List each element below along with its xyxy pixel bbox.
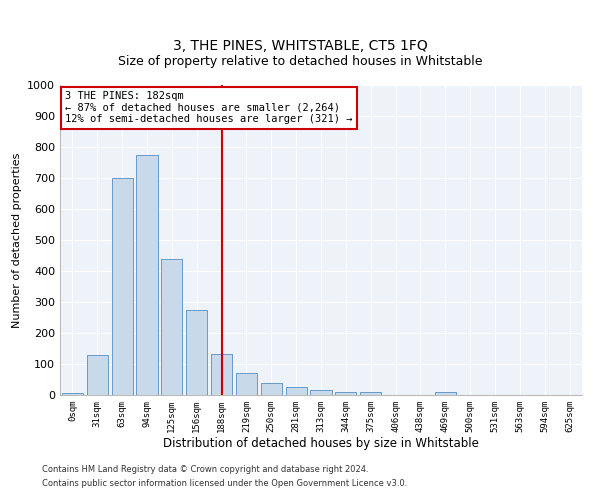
Y-axis label: Number of detached properties: Number of detached properties bbox=[11, 152, 22, 328]
Bar bbox=[211, 354, 232, 395]
Bar bbox=[112, 178, 133, 395]
Bar bbox=[360, 392, 381, 395]
Bar bbox=[161, 259, 182, 395]
Text: Contains public sector information licensed under the Open Government Licence v3: Contains public sector information licen… bbox=[42, 479, 407, 488]
Bar bbox=[186, 310, 207, 395]
Bar bbox=[261, 382, 282, 395]
Text: Distribution of detached houses by size in Whitstable: Distribution of detached houses by size … bbox=[163, 438, 479, 450]
Bar bbox=[62, 394, 83, 395]
Bar bbox=[136, 155, 158, 395]
Bar bbox=[335, 392, 356, 395]
Text: Contains HM Land Registry data © Crown copyright and database right 2024.: Contains HM Land Registry data © Crown c… bbox=[42, 466, 368, 474]
Text: 3, THE PINES, WHITSTABLE, CT5 1FQ: 3, THE PINES, WHITSTABLE, CT5 1FQ bbox=[173, 38, 427, 52]
Bar bbox=[286, 387, 307, 395]
Bar bbox=[435, 392, 456, 395]
Bar bbox=[310, 390, 332, 395]
Bar bbox=[236, 374, 257, 395]
Text: Size of property relative to detached houses in Whitstable: Size of property relative to detached ho… bbox=[118, 54, 482, 68]
Text: 3 THE PINES: 182sqm
← 87% of detached houses are smaller (2,264)
12% of semi-det: 3 THE PINES: 182sqm ← 87% of detached ho… bbox=[65, 91, 353, 124]
Bar bbox=[87, 356, 108, 395]
